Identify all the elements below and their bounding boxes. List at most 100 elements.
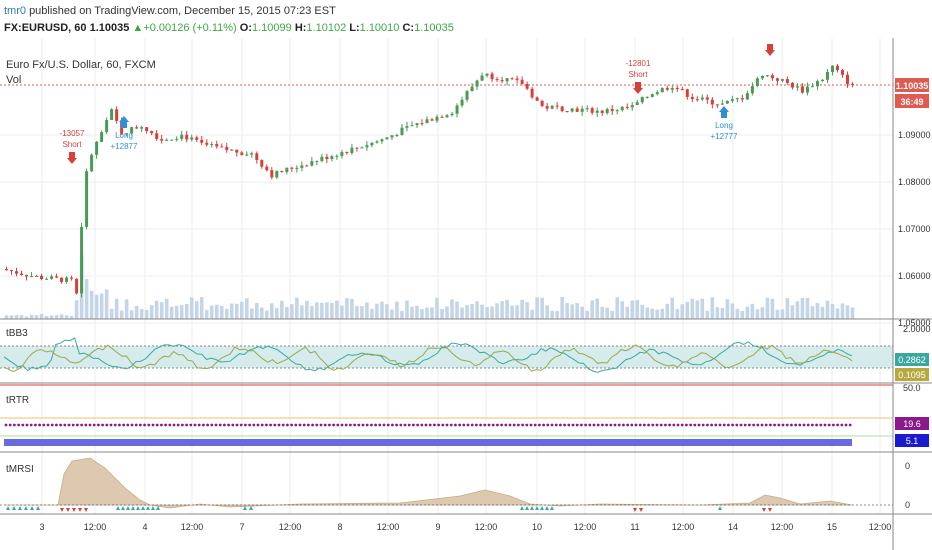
candle-body	[205, 142, 209, 145]
volume-bar	[610, 310, 615, 319]
candle-body	[95, 141, 99, 155]
candle-body	[325, 156, 329, 160]
rtr-dot	[118, 423, 121, 427]
rtr-dot	[113, 423, 117, 427]
symbol-label[interactable]: FX:EURUSD, 60	[4, 22, 87, 34]
rtr-dot	[554, 423, 558, 427]
volume-bar	[9, 315, 14, 319]
price-axis[interactable]: 1.09000 1.08000 1.07000 1.06000 1.05000	[898, 130, 931, 328]
close-label: C:	[402, 22, 415, 34]
candle-body	[290, 167, 294, 169]
buy-signal-icon	[141, 506, 145, 510]
buy-signal-icon	[718, 506, 722, 510]
rtr-dot	[340, 423, 344, 427]
rtr-dot	[588, 423, 592, 427]
volume-bar	[795, 301, 800, 319]
candle-body	[135, 127, 139, 129]
bb3-indicator-pane[interactable]: tBB3	[0, 328, 893, 373]
rtr-dot	[764, 423, 768, 427]
mrsi-indicator-pane[interactable]: tMRSI	[0, 457, 893, 512]
volume-bar	[39, 313, 44, 319]
time-axis-label: 12:00	[672, 522, 695, 532]
volume-bar	[290, 304, 294, 319]
main-price-pane[interactable]: -13057 Short Long +12877 -12801 Short Long +127…	[0, 44, 893, 319]
candle-body	[700, 97, 704, 100]
rtr-dot	[655, 423, 659, 427]
candle-body	[655, 92, 659, 95]
time-axis[interactable]: 3 12:00 4 12:00 7 12:00 8 12:00 9 12:00 10 12:00 11 1…	[39, 522, 891, 532]
volume-bar	[695, 300, 700, 319]
volume-bar	[445, 306, 449, 319]
buy-signal-icon	[520, 506, 524, 510]
volume-bar	[89, 290, 94, 319]
countdown-badge	[895, 94, 929, 108]
rtr-dot	[248, 423, 252, 427]
volume-bar	[830, 303, 835, 319]
rtr-dot	[307, 423, 310, 427]
time-axis-label: 4	[142, 522, 147, 532]
short-arrow-icon	[67, 152, 77, 164]
candlesticks	[5, 63, 854, 298]
rtr-dot	[349, 423, 352, 427]
volume-bar	[580, 306, 584, 319]
volume-bar	[164, 298, 169, 319]
rtr-dot	[302, 423, 306, 427]
rtr-dot	[731, 423, 734, 427]
chart-svg[interactable]: -13057 Short Long +12877 -12801 Short Long +127…	[0, 38, 932, 550]
candle-body	[150, 131, 154, 134]
volume-bar	[715, 307, 720, 319]
rtr-dot	[756, 423, 760, 427]
buy-signal-icon	[126, 506, 130, 510]
volume-bar	[440, 308, 444, 319]
candle-body	[65, 277, 69, 282]
volume-bar	[254, 303, 259, 319]
volume-bar	[179, 305, 184, 319]
rtr-dot	[214, 423, 218, 427]
price-axis-label: 1.07000	[898, 224, 931, 234]
rtr-dot	[664, 423, 667, 427]
author-link[interactable]: tmr0	[4, 5, 26, 17]
volume-bar	[265, 310, 269, 319]
rtr-dot	[181, 423, 184, 427]
candle-body	[795, 86, 799, 88]
candle-body	[45, 278, 49, 280]
volume-bar	[69, 316, 74, 319]
candle-body	[30, 276, 34, 278]
rtr-val2-badge	[895, 434, 929, 447]
rtr-dot	[672, 423, 676, 427]
publish-info: tmr0 published on TradingView.com, Decem…	[4, 5, 336, 17]
rtr-dot	[470, 423, 474, 427]
volume-bar	[390, 309, 394, 319]
volume-bar	[685, 301, 690, 319]
rtr-dot	[147, 423, 151, 427]
long-arrow-icon	[119, 116, 129, 128]
rtr-axis-top: 50.0	[903, 383, 921, 393]
rtr-indicator-pane[interactable]: tRTR	[0, 384, 893, 446]
candle-body	[210, 144, 214, 146]
volume-bar	[660, 308, 665, 319]
volume-bar	[655, 309, 660, 319]
rtr-dot	[76, 423, 79, 427]
candle-body	[465, 91, 469, 100]
volume-bar	[159, 302, 164, 319]
rtr-dot	[386, 423, 390, 427]
rtr-dot	[46, 423, 50, 427]
candle-body	[715, 104, 719, 106]
rtr-dot	[802, 423, 806, 427]
volume-bar	[475, 301, 479, 319]
candle-body	[425, 119, 429, 124]
rtr-dot	[769, 423, 772, 427]
rtr-dot	[168, 423, 172, 427]
candle-body	[830, 65, 834, 72]
candle-body	[405, 126, 409, 128]
candle-body	[495, 79, 499, 81]
chart-area[interactable]: -13057 Short Long +12877 -12801 Short Long +127…	[0, 38, 932, 550]
candle-body	[215, 144, 219, 147]
buy-signal-icon	[156, 506, 160, 510]
rtr-dot	[500, 423, 503, 427]
candle-body	[385, 137, 389, 140]
candle-body	[665, 88, 669, 90]
rtr-dot	[533, 423, 537, 427]
rtr-dot	[710, 423, 713, 427]
volume-bar	[680, 304, 685, 319]
